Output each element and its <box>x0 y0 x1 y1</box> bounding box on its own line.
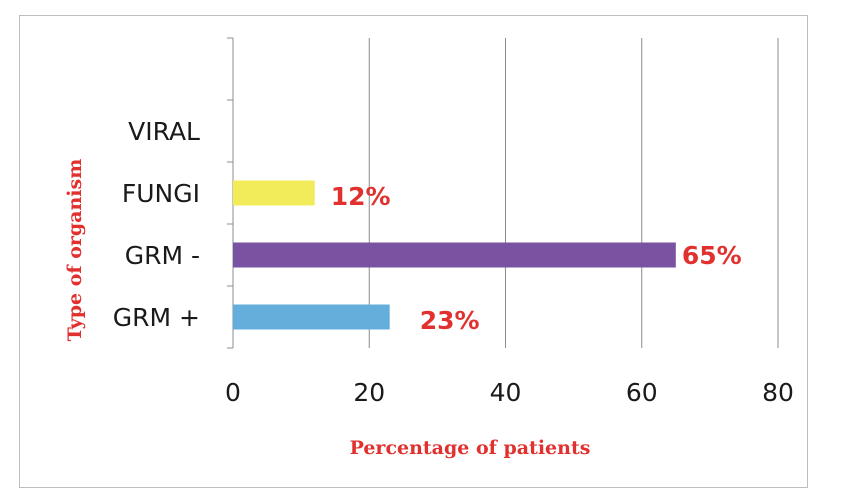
data-labels: 23% 65% 12% <box>331 182 742 335</box>
y-tick-label: VIRAL <box>128 117 200 146</box>
x-axis-title: Percentage of patients <box>350 437 591 459</box>
axes <box>227 37 234 349</box>
y-tick-label: GRM + <box>113 303 200 332</box>
x-tick-labels: 0 20 40 60 80 <box>225 378 794 407</box>
y-axis-title: Type of organism <box>64 159 86 342</box>
bar <box>233 180 315 206</box>
gridlines <box>368 38 779 348</box>
bars <box>233 180 676 330</box>
bar <box>233 304 390 330</box>
data-label: 65% <box>682 241 742 270</box>
data-label: 12% <box>331 182 391 211</box>
x-tick-label: 40 <box>490 378 522 407</box>
x-tick-label: 80 <box>762 378 794 407</box>
x-tick-label: 60 <box>626 378 658 407</box>
y-tick-label: GRM - <box>125 241 200 270</box>
y-tick-labels: GRM + GRM - FUNGI VIRAL <box>113 117 200 332</box>
data-label: 23% <box>420 306 480 335</box>
bar <box>233 242 676 268</box>
x-tick-label: 0 <box>225 378 241 407</box>
x-tick-label: 20 <box>353 378 385 407</box>
y-tick-label: FUNGI <box>122 179 200 208</box>
